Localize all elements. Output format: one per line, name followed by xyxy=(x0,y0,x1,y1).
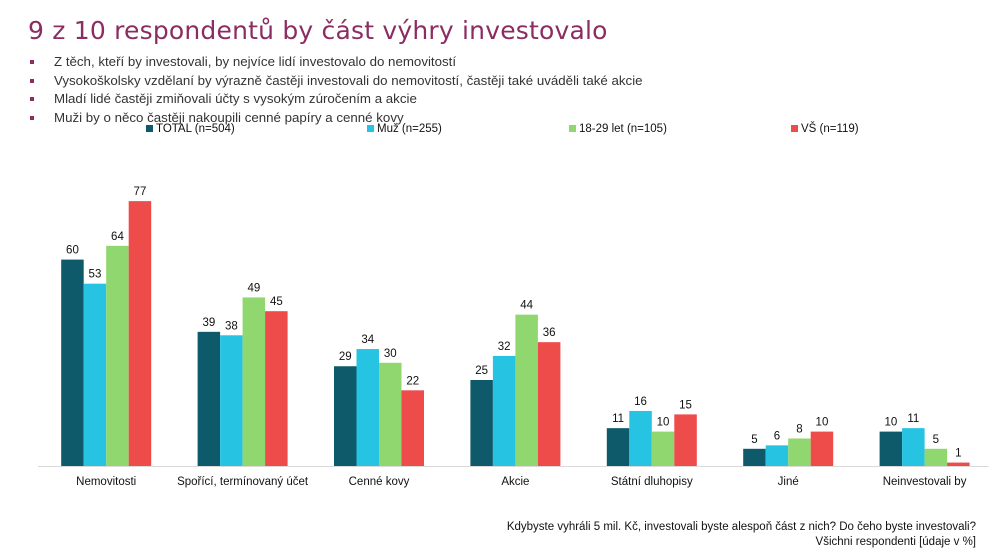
data-label: 22 xyxy=(406,375,419,387)
bar xyxy=(606,428,630,466)
bar xyxy=(61,259,84,466)
category-label: Státní dluhopisy xyxy=(611,476,693,488)
data-label: 36 xyxy=(543,327,556,339)
data-label: 49 xyxy=(247,282,260,294)
data-label: 44 xyxy=(520,300,533,312)
category-label: Jiné xyxy=(778,476,799,488)
bar xyxy=(220,335,243,466)
category-label: Spořící, termínovaný účet xyxy=(177,476,309,488)
respondent-base-note: Všichni respondenti [údaje v %] xyxy=(815,536,976,548)
bar xyxy=(470,380,493,466)
data-label: 11 xyxy=(907,413,919,425)
data-label: 15 xyxy=(679,399,692,411)
data-label: 1 xyxy=(955,448,961,460)
data-label: 16 xyxy=(634,396,647,408)
bar xyxy=(492,355,516,466)
legend-swatch xyxy=(367,125,374,132)
page-title: 9 z 10 respondentů by část výhry investo… xyxy=(28,16,608,45)
data-label: 30 xyxy=(384,348,397,360)
data-label: 34 xyxy=(361,334,374,346)
data-label: 6 xyxy=(774,430,780,442)
bar xyxy=(379,362,402,466)
bar xyxy=(128,201,152,466)
category-label: Cenné kovy xyxy=(349,476,410,488)
data-label: 53 xyxy=(89,269,102,281)
data-label: 60 xyxy=(66,245,79,257)
bar xyxy=(106,245,129,466)
bar xyxy=(924,448,948,466)
bar xyxy=(674,414,697,466)
finding-item: Mladí lidé častěji zmiňovali účty s vyso… xyxy=(30,90,643,109)
data-label: 29 xyxy=(339,351,352,363)
data-label: 64 xyxy=(111,231,124,243)
data-label: 10 xyxy=(816,417,829,429)
data-label: 45 xyxy=(270,296,283,308)
bar xyxy=(356,349,379,466)
bar xyxy=(947,462,970,466)
bar xyxy=(810,431,834,466)
legend-label: VŠ (n=119) xyxy=(801,122,859,135)
bar xyxy=(537,342,561,466)
data-label: 5 xyxy=(751,434,757,446)
legend-label: 18-29 let (n=105) xyxy=(579,123,667,135)
legend-label: TOTAL (n=504) xyxy=(156,123,235,135)
data-label: 32 xyxy=(498,341,511,353)
category-label: Nemovitosti xyxy=(76,476,136,488)
bar xyxy=(902,428,925,466)
finding-item: Vysokoškolsky vzdělaní by výrazně častěj… xyxy=(30,72,643,91)
finding-item: Z těch, kteří by investovali, by nejvíce… xyxy=(30,53,643,72)
bar xyxy=(401,390,424,466)
legend-swatch xyxy=(569,125,576,132)
data-label: 38 xyxy=(225,320,238,332)
bar xyxy=(743,448,766,466)
data-label: 77 xyxy=(134,186,147,198)
bar xyxy=(334,366,357,466)
category-label: Neinvestovali by xyxy=(883,476,967,488)
bar xyxy=(629,410,652,466)
data-label: 5 xyxy=(933,434,939,446)
data-label: 10 xyxy=(657,417,670,429)
bar xyxy=(515,314,538,466)
data-label: 11 xyxy=(612,413,624,425)
data-label: 10 xyxy=(884,417,897,429)
key-findings-list: Z těch, kteří by investovali, by nejvíce… xyxy=(30,53,643,127)
category-label: Akcie xyxy=(501,476,529,488)
legend-swatch xyxy=(791,125,798,132)
bar xyxy=(265,311,288,466)
data-label: 39 xyxy=(202,317,215,329)
survey-question-note: Kdybyste vyhráli 5 mil. Kč, investovali … xyxy=(506,521,976,533)
bar xyxy=(879,431,903,466)
legend-label: Muž (n=255) xyxy=(377,123,442,135)
bar xyxy=(788,438,811,466)
data-label: 25 xyxy=(475,365,488,377)
finding-item: Muži by o něco častěji nakoupili cenné p… xyxy=(30,109,643,128)
bar xyxy=(651,431,675,466)
bar xyxy=(83,283,107,466)
bar xyxy=(242,297,266,466)
legend-swatch xyxy=(146,125,153,132)
bar xyxy=(765,445,789,466)
data-label: 8 xyxy=(796,423,802,435)
bar xyxy=(197,331,221,466)
